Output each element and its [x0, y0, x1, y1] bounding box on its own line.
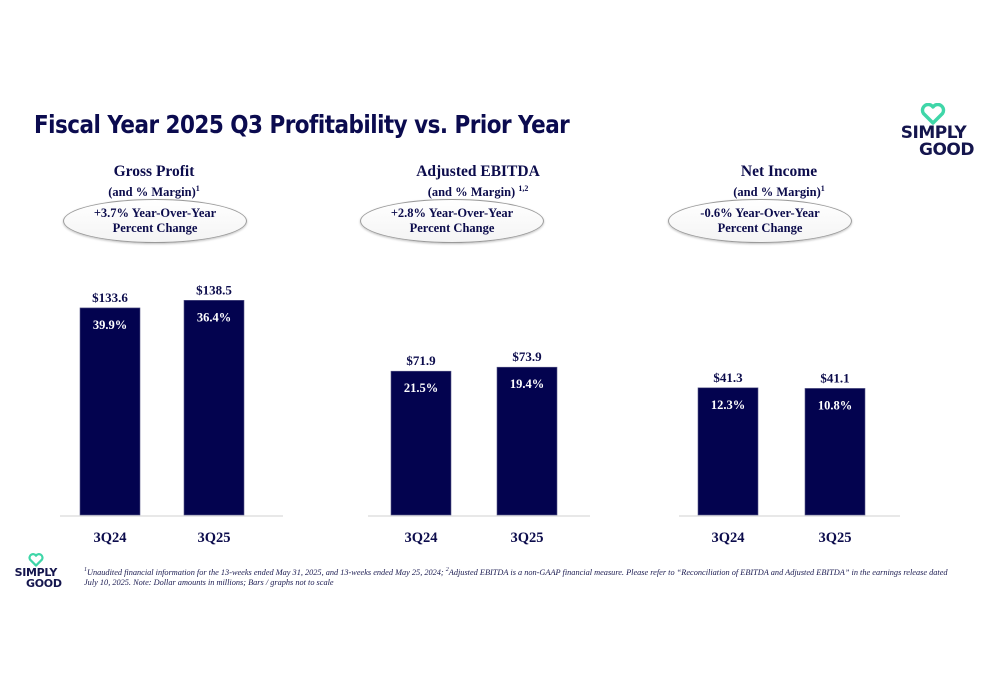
net-income-heading: Net Income (and % Margin)1	[659, 163, 899, 200]
category-label: 3Q24	[711, 530, 744, 546]
yoy-change-text: +2.8% Year-Over-Year	[390, 206, 514, 220]
footnote: 1Unaudited financial information for the…	[84, 567, 948, 587]
logo-text-simply: SIMPLY	[14, 566, 58, 579]
adjusted-ebitda-heading: Adjusted EBITDA (and % Margin) 1,2	[358, 163, 598, 200]
simply-good-logo-footer: SIMPLY GOOD	[10, 553, 62, 589]
yoy-change-caption: Percent Change	[112, 221, 198, 235]
category-label: 3Q24	[93, 530, 126, 546]
yoy-change-text: +3.7% Year-Over-Year	[93, 206, 217, 220]
category-label: 3Q25	[818, 530, 851, 546]
bar-3q24	[79, 307, 141, 516]
value-label: $71.9	[406, 353, 436, 368]
net-income-yoy-badge: -0.6% Year-Over-Year Percent Change	[668, 199, 852, 243]
adjusted-ebitda-yoy-badge: +2.8% Year-Over-Year Percent Change	[360, 199, 544, 243]
chart-panel-2: $71.9 21.5% 3Q24 $73.9 19.4% 3Q25	[368, 349, 590, 546]
margin-label: 12.3%	[711, 398, 745, 412]
value-label: $41.1	[820, 370, 849, 385]
bar-3q24	[390, 370, 452, 516]
category-label: 3Q24	[404, 530, 437, 546]
category-label: 3Q25	[197, 530, 230, 546]
panel-title: Net Income	[740, 163, 818, 180]
bar-3q24	[697, 387, 759, 516]
panel-subtitle: (and % Margin) 1,2	[427, 184, 529, 200]
value-label: $73.9	[512, 349, 542, 364]
simply-good-logo: SIMPLY GOOD	[893, 103, 974, 159]
margin-label: 21.5%	[404, 381, 438, 395]
category-label: 3Q25	[510, 530, 543, 546]
margin-label: 19.4%	[510, 377, 544, 391]
panel-subtitle: (and % Margin)1	[733, 184, 825, 200]
heart-icon	[921, 103, 946, 125]
logo-text-good: GOOD	[919, 140, 974, 160]
value-label: $133.6	[92, 290, 128, 305]
chart-panel-1: $133.6 39.9% 3Q24 $138.5 36.4% 3Q25	[60, 282, 283, 546]
yoy-change-text: -0.6% Year-Over-Year	[700, 206, 820, 220]
chart-panel-3: $41.3 12.3% 3Q24 $41.1 10.8% 3Q25	[679, 370, 900, 546]
heart-icon	[28, 553, 44, 567]
bar-3q25	[804, 388, 866, 516]
panel-subtitle: (and % Margin)1	[108, 184, 200, 200]
page-title: Fiscal Year 2025 Q3 Profitability vs. Pr…	[34, 110, 570, 139]
bar-3q25	[183, 300, 245, 516]
logo-text-good: GOOD	[26, 577, 62, 590]
bar-3q25	[496, 366, 558, 516]
margin-label: 10.8%	[818, 398, 852, 412]
yoy-change-caption: Percent Change	[409, 221, 495, 235]
gross-profit-yoy-badge: +3.7% Year-Over-Year Percent Change	[63, 199, 247, 243]
panel-title: Gross Profit	[113, 163, 195, 180]
value-label: $41.3	[713, 370, 743, 385]
logo-text-simply: SIMPLY	[900, 123, 967, 143]
yoy-change-caption: Percent Change	[717, 221, 803, 235]
panel-title: Adjusted EBITDA	[416, 163, 540, 180]
margin-label: 39.9%	[93, 318, 127, 332]
value-label: $138.5	[196, 282, 232, 297]
gross-profit-heading: Gross Profit (and % Margin)1	[34, 163, 274, 200]
margin-label: 36.4%	[197, 310, 231, 324]
